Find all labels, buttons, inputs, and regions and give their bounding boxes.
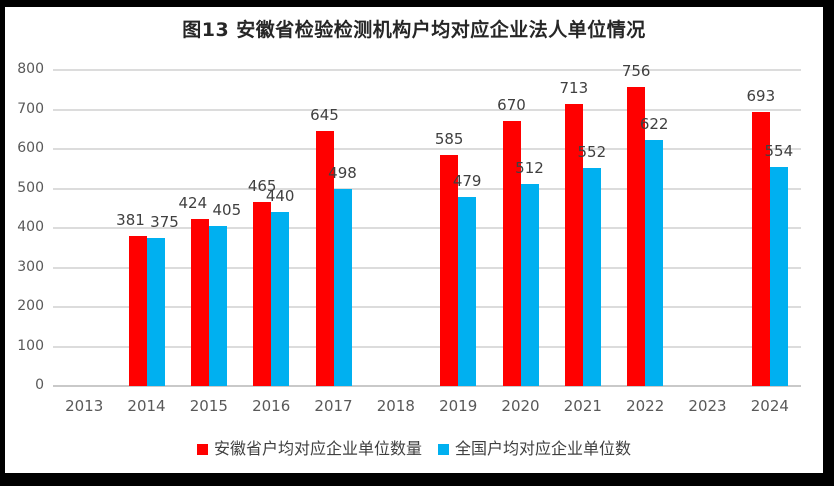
data-label-series2: 479 [452, 171, 482, 190]
data-label-series2: 498 [328, 164, 357, 183]
y-tick-label: 100 [17, 337, 44, 354]
legend-label: 安徽省户均对应企业单位数量 [213, 439, 422, 458]
bar-series1 [627, 87, 646, 386]
bar-series1 [440, 154, 459, 386]
y-tick-label: 700 [17, 100, 44, 117]
gridline [53, 69, 801, 71]
x-tick-label: 2021 [563, 397, 602, 415]
x-tick-label: 2016 [252, 397, 291, 415]
x-tick-label: 2024 [750, 397, 789, 415]
data-label-series1: 424 [178, 193, 208, 212]
chart-title: 图13 安徽省检验检测机构户均对应企业法人单位情况 [182, 19, 646, 41]
data-label-series2: 440 [265, 187, 295, 206]
legend-swatch [196, 443, 208, 455]
x-tick-label: 2019 [439, 397, 478, 415]
x-tick-label: 2023 [688, 397, 727, 415]
bar-series2 [520, 183, 539, 386]
gridline [53, 148, 801, 150]
x-tick-label: 2018 [376, 397, 415, 415]
data-label-series1: 756 [621, 62, 651, 81]
y-tick-label: 500 [17, 179, 44, 196]
legend-item: 全国户均对应企业单位数 [438, 440, 631, 458]
bar-series1 [190, 218, 209, 386]
data-label-series1: 381 [116, 210, 145, 229]
data-label-series1: 713 [559, 79, 589, 98]
x-tick-label: 2022 [626, 397, 665, 415]
x-tick-label: 2014 [127, 397, 166, 415]
bar-series2 [582, 167, 601, 386]
y-tick-label: 300 [17, 258, 44, 275]
x-axis-line [53, 385, 801, 387]
bar-series2 [645, 140, 664, 386]
legend-swatch [438, 443, 449, 455]
gridline [53, 345, 801, 348]
bar-series2 [146, 237, 165, 386]
y-tick-label: 800 [17, 61, 44, 77]
bar-series2 [271, 212, 290, 386]
data-label-series2: 554 [764, 142, 794, 161]
bar-series1 [253, 202, 272, 386]
data-label-series1: 693 [746, 87, 776, 106]
data-label-series1: 465 [247, 177, 277, 196]
bar-series1 [315, 131, 334, 386]
x-tick-label: 2013 [65, 397, 104, 415]
plot-area: 0 100 200 300 400 500 600 700 800 2013 2014 2015 201… [5, 7, 823, 473]
data-label-series1: 645 [310, 106, 339, 125]
legend-item: 安徽省户均对应企业单位数量 [196, 439, 422, 458]
data-label-series2: 552 [577, 142, 607, 161]
data-label-series1: 670 [497, 96, 526, 115]
gridline [53, 306, 801, 308]
bar-series2 [769, 167, 788, 386]
data-label-series2: 375 [150, 212, 179, 231]
bar-series2 [333, 189, 352, 386]
bar-series2 [208, 226, 227, 386]
gridline [53, 227, 801, 229]
y-tick-label: 600 [17, 140, 44, 156]
data-label-series2: 622 [639, 115, 669, 134]
data-label-series2: 405 [212, 201, 242, 220]
legend-label: 全国户均对应企业单位数 [455, 439, 632, 458]
y-tick-label: 0 [35, 377, 44, 393]
x-tick-label: 2015 [189, 397, 228, 415]
bar-series2 [458, 196, 477, 386]
x-tick-label: 2020 [501, 397, 540, 415]
x-tick-label: 2017 [314, 397, 353, 415]
bar-series1 [751, 112, 770, 386]
legend: 安徽省户均对应企业单位数量 全国户均对应企业单位数 [5, 440, 823, 458]
bar-series1 [502, 121, 521, 386]
gridline [53, 108, 801, 111]
data-label-series2: 512 [515, 158, 544, 177]
y-tick-label: 400 [17, 219, 44, 235]
gridline [53, 266, 801, 269]
data-label-series1: 585 [434, 129, 464, 148]
y-tick-label: 200 [17, 298, 44, 314]
gridline [53, 187, 801, 190]
bar-series1 [128, 235, 147, 386]
bar-series1 [564, 104, 583, 386]
chart-canvas: 图13 安徽省检验检测机构户均对应企业法人单位情况 0 100 200 300 400 5… [5, 7, 823, 473]
